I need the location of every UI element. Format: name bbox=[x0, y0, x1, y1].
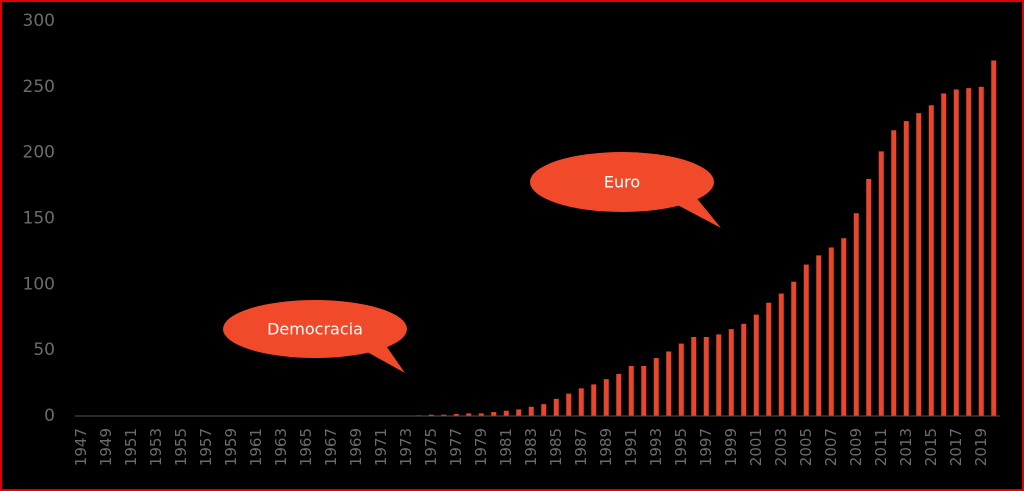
x-tick-label: 2017 bbox=[947, 428, 965, 466]
x-tick-label: 1957 bbox=[197, 428, 215, 466]
y-tick-label: 100 bbox=[23, 274, 55, 294]
bar bbox=[491, 412, 497, 416]
x-tick-label: 1953 bbox=[147, 428, 165, 466]
x-tick-label: 1991 bbox=[622, 428, 640, 466]
bar bbox=[766, 302, 772, 416]
bar bbox=[703, 337, 709, 416]
bar bbox=[966, 88, 972, 417]
bar bbox=[991, 60, 997, 416]
bar bbox=[791, 281, 797, 416]
x-tick-label: 1971 bbox=[372, 428, 390, 466]
bar bbox=[466, 413, 472, 416]
bar bbox=[891, 130, 897, 417]
bar bbox=[928, 105, 934, 417]
x-tick-label: 1961 bbox=[247, 428, 265, 466]
bar bbox=[578, 388, 584, 416]
bar bbox=[516, 409, 522, 416]
x-tick-label: 1999 bbox=[722, 428, 740, 466]
bar bbox=[528, 406, 534, 416]
x-tick-label: 1985 bbox=[547, 428, 565, 466]
x-tick-label: 1947 bbox=[72, 428, 90, 466]
bar bbox=[866, 179, 872, 416]
y-tick-label: 50 bbox=[33, 340, 55, 360]
x-tick-label: 1951 bbox=[122, 428, 140, 466]
bar bbox=[616, 373, 622, 416]
y-tick-label: 0 bbox=[44, 406, 55, 426]
x-tick-label: 1963 bbox=[272, 428, 290, 466]
x-tick-label: 1997 bbox=[697, 428, 715, 466]
bar bbox=[453, 414, 459, 416]
callout-bubble bbox=[530, 152, 714, 212]
bar bbox=[591, 384, 597, 416]
x-tick-label: 1987 bbox=[572, 428, 590, 466]
bar bbox=[753, 314, 759, 416]
x-tick-label: 1949 bbox=[97, 428, 115, 466]
bar bbox=[441, 414, 447, 416]
x-tick-label: 1969 bbox=[347, 428, 365, 466]
x-tick-label: 1983 bbox=[522, 428, 540, 466]
bar bbox=[553, 398, 559, 416]
bar bbox=[666, 351, 672, 416]
x-tick-label: 2003 bbox=[772, 428, 790, 466]
x-tick-label: 2013 bbox=[897, 428, 915, 466]
bar bbox=[566, 393, 572, 416]
bar bbox=[953, 89, 959, 416]
y-tick-label: 250 bbox=[23, 77, 55, 97]
bar bbox=[941, 93, 947, 417]
bar bbox=[828, 247, 834, 416]
bar bbox=[716, 334, 722, 416]
x-tick-label: 1995 bbox=[672, 428, 690, 466]
x-tick-label: 1993 bbox=[647, 428, 665, 466]
x-tick-label: 1973 bbox=[397, 428, 415, 466]
bar bbox=[641, 365, 647, 416]
bar bbox=[803, 264, 809, 416]
x-tick-label: 1955 bbox=[172, 428, 190, 466]
bar bbox=[853, 213, 859, 416]
bar bbox=[541, 404, 547, 416]
x-tick-label: 1959 bbox=[222, 428, 240, 466]
bar bbox=[603, 379, 609, 416]
callout-euro: Euro bbox=[530, 152, 721, 228]
x-tick-label: 2009 bbox=[847, 428, 865, 466]
x-tick-label: 2015 bbox=[922, 428, 940, 466]
bar bbox=[741, 323, 747, 416]
x-tick-label: 2005 bbox=[797, 428, 815, 466]
x-tick-label: 1965 bbox=[297, 428, 315, 466]
y-tick-label: 200 bbox=[23, 143, 55, 163]
x-tick-label: 2019 bbox=[972, 428, 990, 466]
bar bbox=[916, 113, 922, 417]
bar bbox=[816, 255, 822, 416]
bar bbox=[903, 121, 909, 417]
bar bbox=[428, 414, 434, 416]
x-tick-label: 1981 bbox=[497, 428, 515, 466]
bar bbox=[728, 329, 734, 416]
y-tick-label: 300 bbox=[23, 11, 55, 31]
x-tick-label: 2011 bbox=[872, 428, 890, 466]
bar bbox=[978, 86, 984, 416]
bar bbox=[691, 337, 697, 416]
x-tick-label: 1989 bbox=[597, 428, 615, 466]
callout-bubble bbox=[223, 300, 407, 358]
x-tick-label: 1967 bbox=[322, 428, 340, 466]
y-tick-label: 150 bbox=[23, 209, 55, 229]
annotation: Euro bbox=[604, 173, 640, 192]
bar bbox=[678, 343, 684, 416]
bar bbox=[503, 410, 509, 416]
bar bbox=[778, 293, 784, 416]
bar bbox=[478, 413, 484, 416]
bar bbox=[841, 238, 847, 416]
bar bbox=[628, 365, 634, 416]
bar bbox=[878, 151, 884, 416]
x-tick-label: 1979 bbox=[472, 428, 490, 466]
annotation: Democracia bbox=[267, 320, 363, 339]
x-tick-label: 2001 bbox=[747, 428, 765, 466]
bar bbox=[653, 358, 659, 416]
callout-democracia: Democracia bbox=[223, 300, 407, 373]
x-tick-label: 1977 bbox=[447, 428, 465, 466]
x-tick-label: 2007 bbox=[822, 428, 840, 466]
x-tick-label: 1975 bbox=[422, 428, 440, 466]
